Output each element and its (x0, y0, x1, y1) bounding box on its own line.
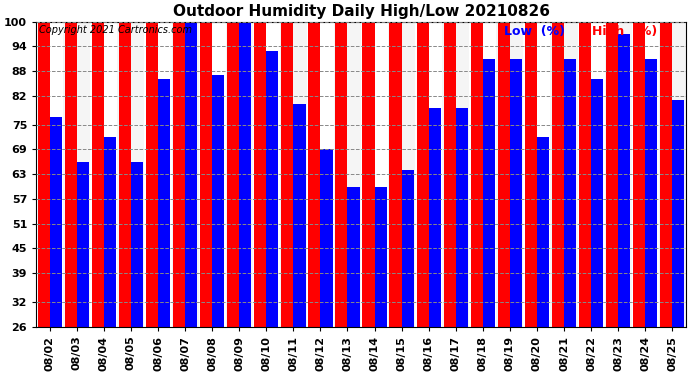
Bar (239, 0, 251, 327)
Bar (591, 80, 603, 327)
Bar (254, 0, 266, 327)
Bar (131, 162, 143, 327)
Bar (578, 22, 604, 327)
Bar (146, 0, 158, 327)
Bar (158, 80, 170, 327)
Bar (633, 0, 645, 327)
Bar (444, 0, 456, 327)
Bar (334, 22, 361, 327)
Bar (456, 108, 468, 327)
Bar (348, 187, 359, 327)
Text: High  (%): High (%) (591, 25, 657, 38)
Bar (537, 137, 549, 327)
Bar (335, 0, 348, 327)
Bar (579, 0, 591, 327)
Bar (266, 51, 279, 327)
Bar (200, 0, 212, 327)
Bar (36, 22, 63, 327)
Bar (281, 0, 293, 327)
Bar (307, 22, 334, 327)
Text: Low  (%): Low (%) (504, 25, 565, 38)
Bar (280, 22, 307, 327)
Bar (63, 22, 90, 327)
Bar (308, 0, 320, 327)
Bar (37, 0, 50, 327)
Bar (212, 75, 224, 327)
Bar (442, 22, 469, 327)
Bar (497, 0, 510, 327)
Bar (117, 22, 144, 327)
Bar (104, 137, 116, 327)
Bar (388, 22, 415, 327)
Bar (659, 22, 686, 327)
Bar (172, 22, 199, 327)
Bar (632, 22, 659, 327)
Bar (227, 0, 239, 327)
Bar (173, 0, 185, 327)
Bar (417, 0, 428, 327)
Bar (525, 0, 537, 327)
Bar (428, 108, 441, 327)
Bar (293, 104, 306, 327)
Bar (402, 170, 414, 327)
Bar (375, 187, 386, 327)
Bar (483, 59, 495, 327)
Bar (660, 0, 672, 327)
Bar (496, 22, 524, 327)
Bar (471, 0, 483, 327)
Bar (361, 22, 388, 327)
Bar (618, 34, 631, 327)
Bar (320, 150, 333, 327)
Bar (672, 100, 684, 327)
Bar (90, 22, 117, 327)
Bar (253, 22, 280, 327)
Bar (552, 0, 564, 327)
Bar (469, 22, 496, 327)
Bar (185, 0, 197, 327)
Bar (564, 59, 576, 327)
Bar (65, 0, 77, 327)
Bar (510, 59, 522, 327)
Title: Outdoor Humidity Daily High/Low 20210826: Outdoor Humidity Daily High/Low 20210826 (172, 4, 549, 19)
Bar (362, 0, 375, 327)
Bar (415, 22, 442, 327)
Bar (144, 22, 172, 327)
Bar (77, 162, 89, 327)
Bar (50, 117, 62, 327)
Bar (645, 59, 658, 327)
Bar (524, 22, 551, 327)
Bar (606, 0, 618, 327)
Bar (226, 22, 253, 327)
Bar (92, 0, 104, 327)
Bar (551, 22, 578, 327)
Bar (199, 22, 226, 327)
Bar (389, 0, 402, 327)
Bar (119, 0, 131, 327)
Text: Copyright 2021 Cartronics.com: Copyright 2021 Cartronics.com (39, 25, 193, 35)
Bar (604, 22, 632, 327)
